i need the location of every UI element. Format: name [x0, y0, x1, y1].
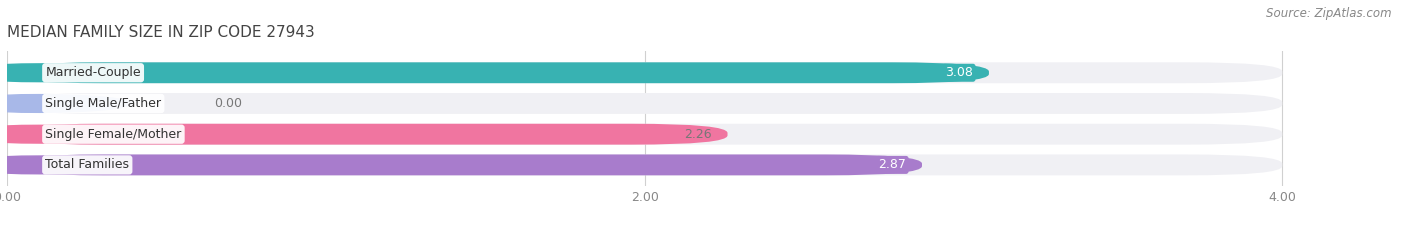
Circle shape	[0, 64, 132, 82]
Circle shape	[0, 156, 132, 174]
FancyBboxPatch shape	[7, 93, 1282, 114]
Circle shape	[0, 95, 132, 112]
Text: 0.00: 0.00	[214, 97, 242, 110]
Text: 3.08: 3.08	[945, 66, 973, 79]
FancyBboxPatch shape	[7, 124, 727, 145]
FancyBboxPatch shape	[7, 124, 1282, 145]
Circle shape	[0, 125, 132, 143]
Text: Source: ZipAtlas.com: Source: ZipAtlas.com	[1267, 7, 1392, 20]
Text: Single Male/Father: Single Male/Father	[45, 97, 162, 110]
Text: Married-Couple: Married-Couple	[45, 66, 141, 79]
Text: Total Families: Total Families	[45, 158, 129, 171]
FancyBboxPatch shape	[7, 62, 988, 83]
FancyBboxPatch shape	[7, 154, 922, 175]
Text: 2.26: 2.26	[683, 128, 711, 141]
Text: MEDIAN FAMILY SIZE IN ZIP CODE 27943: MEDIAN FAMILY SIZE IN ZIP CODE 27943	[7, 25, 315, 41]
FancyBboxPatch shape	[7, 154, 1282, 175]
FancyBboxPatch shape	[7, 62, 1282, 83]
Text: Single Female/Mother: Single Female/Mother	[45, 128, 181, 141]
Text: 2.87: 2.87	[879, 158, 905, 171]
